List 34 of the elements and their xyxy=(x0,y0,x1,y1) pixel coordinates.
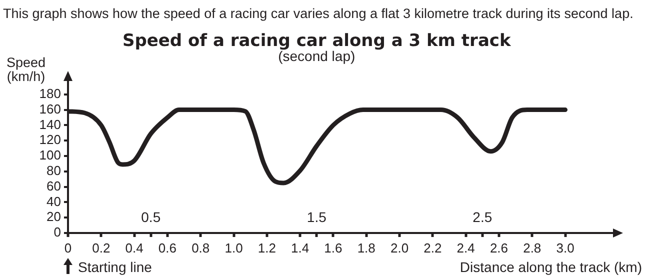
annotation: 1.5 xyxy=(306,208,327,225)
x-tick-label: 0 xyxy=(64,240,72,256)
x-tick-label: 2.2 xyxy=(424,240,442,256)
chart-title: Speed of a racing car along a 3 km track xyxy=(122,31,511,51)
x-tick-label: 2.8 xyxy=(523,240,542,256)
text: This graph shows how the speed of a racing car varies along a flat 3 kilometre track during its second lap. xyxy=(3,6,634,21)
x-axis-title: Distance along the track (km) xyxy=(460,259,642,275)
x-tick-label: 1.4 xyxy=(291,240,310,256)
text: Starting line xyxy=(78,259,152,275)
y-tick-label: 60 xyxy=(46,178,61,194)
annotation: 2.5 xyxy=(472,208,492,225)
x-tick-label: 2.4 xyxy=(456,240,475,256)
y-axis-title: Speed (km/h) xyxy=(5,55,47,84)
y-tick-label: 0 xyxy=(54,224,61,240)
x-tick-label: 0.2 xyxy=(92,240,110,256)
x-tick-label: 1.8 xyxy=(357,240,376,256)
x-tick-label: 3.0 xyxy=(556,240,574,256)
y-tick-label: 100 xyxy=(39,148,61,163)
x-tick-label: 1.0 xyxy=(224,240,243,256)
y-tick-label: 160 xyxy=(39,101,61,116)
x-tick-label: 0.4 xyxy=(125,240,144,256)
y-tick-label: 80 xyxy=(46,162,61,178)
x-tick-label: 2.6 xyxy=(490,240,508,256)
y-tick-label: 40 xyxy=(46,194,61,209)
annotation: 0.5 xyxy=(141,208,161,225)
y-tick-label: 20 xyxy=(46,209,61,224)
x-tick-label: 2.0 xyxy=(390,240,409,256)
y-tick-label: 180 xyxy=(39,86,61,101)
y-tick-label: 140 xyxy=(39,116,61,132)
x-tick-label: 1.2 xyxy=(258,240,276,256)
x-tick-label: 0.8 xyxy=(192,240,210,256)
y-tick-label: 120 xyxy=(39,132,61,148)
x-tick-label: 0.6 xyxy=(158,240,176,256)
x-tick-label: 1.6 xyxy=(324,240,342,256)
